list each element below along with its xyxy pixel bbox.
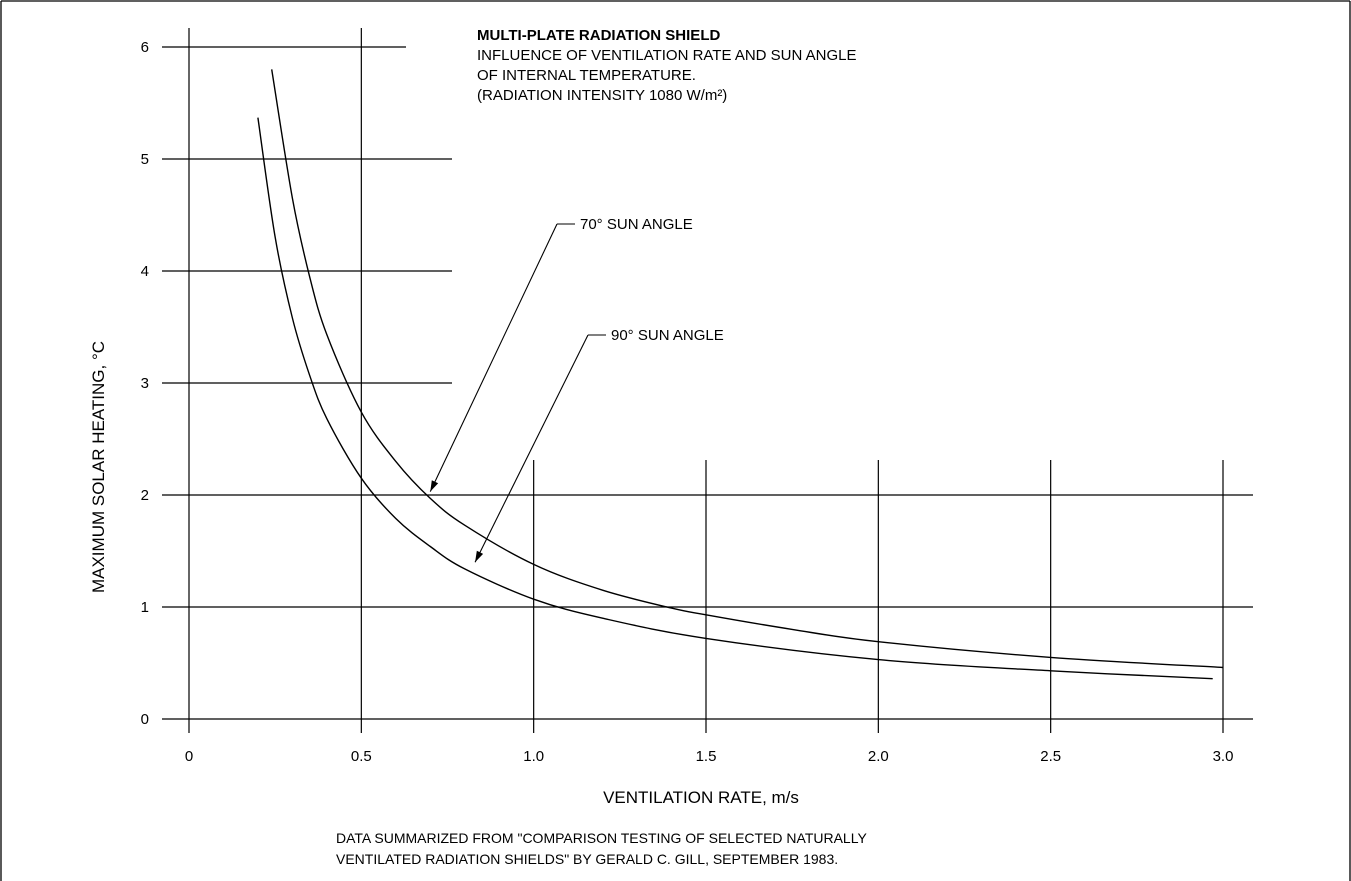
annotations: 70° SUN ANGLE 90° SUN ANGLE	[429, 216, 724, 563]
annotation-90-deg-leader	[474, 334, 589, 563]
y-axis-label: MAXIMUM SOLAR HEATING, °C	[89, 341, 108, 593]
annotation-70-deg-label: 70° SUN ANGLE	[580, 216, 693, 233]
chart-title: MULTI-PLATE RADIATION SHIELD	[477, 27, 720, 44]
footnote-line-2: VENTILATED RADIATION SHIELDS" BY GERALD …	[336, 851, 838, 867]
x-tick-label: 1.5	[696, 748, 717, 765]
x-tick-label: 0	[185, 748, 193, 765]
y-tick-label: 3	[141, 375, 149, 392]
annotation-90-deg-arrowhead	[475, 550, 484, 563]
series-lines	[257, 69, 1224, 680]
y-tick-label: 1	[141, 599, 149, 616]
x-tick-label: 1.0	[523, 748, 544, 765]
footnote-line-1: DATA SUMMARIZED FROM "COMPARISON TESTING…	[336, 830, 867, 846]
y-tick-label: 4	[141, 263, 149, 280]
x-tick-label: 2.0	[868, 748, 889, 765]
tick-labels: 0 1 2 3 4 5 6 0 0.5 1.0 1.5 2.0 2.5 3.0	[141, 39, 1234, 765]
x-tick-label: 2.5	[1040, 748, 1061, 765]
annotation-70-deg-leader	[429, 223, 558, 492]
y-tick-label: 0	[141, 711, 149, 728]
chart-subtitle-line-3: (RADIATION INTENSITY 1080 W/m²)	[477, 87, 727, 104]
chart-subtitle-line-2: OF INTERNAL TEMPERATURE.	[477, 67, 696, 84]
x-axis-label: VENTILATION RATE, m/s	[603, 788, 799, 807]
chart-subtitle-line-1: INFLUENCE OF VENTILATION RATE AND SUN AN…	[477, 47, 857, 64]
x-tick-label: 0.5	[351, 748, 372, 765]
x-tick-label: 3.0	[1213, 748, 1234, 765]
grid	[162, 28, 1253, 733]
y-tick-label: 5	[141, 151, 149, 168]
series-90-deg-line	[257, 117, 1213, 680]
annotation-90-deg-label: 90° SUN ANGLE	[611, 327, 724, 344]
annotation-70-deg-arrowhead	[430, 480, 439, 492]
y-tick-label: 2	[141, 487, 149, 504]
series-70-deg-line	[271, 69, 1224, 669]
y-tick-label: 6	[141, 39, 149, 56]
